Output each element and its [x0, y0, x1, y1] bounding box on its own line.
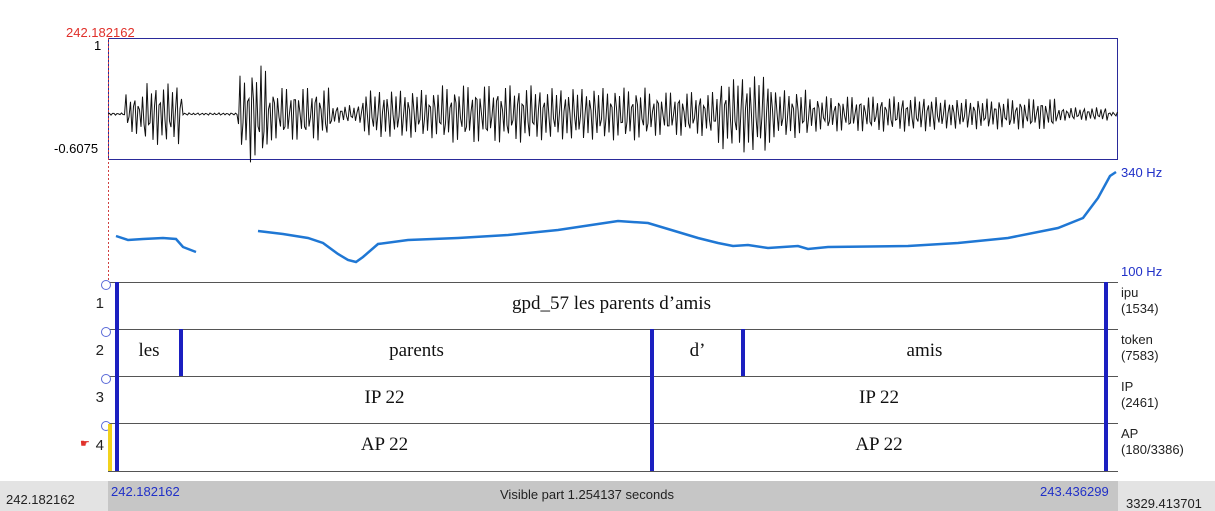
interval-boundary[interactable] — [115, 282, 119, 471]
tier-2-name: token (7583) — [1121, 332, 1159, 363]
selected-tier-marker — [108, 424, 112, 471]
visible-start-time: 242.182162 — [111, 484, 180, 499]
tier-divider — [108, 471, 1118, 472]
waveform-max-label: 1 — [94, 38, 102, 53]
pointing-hand-icon: ☛ — [80, 438, 90, 450]
token-interval-parents[interactable]: parents — [389, 340, 444, 361]
interval-boundary[interactable] — [1104, 282, 1108, 471]
ap-interval-1[interactable]: AP 22 — [360, 434, 409, 455]
tier-divider — [108, 376, 1118, 377]
tier-divider — [108, 329, 1118, 330]
tier-3-name: IP (2461) — [1121, 379, 1159, 410]
interval-boundary[interactable] — [650, 329, 654, 471]
ip-interval-1[interactable]: IP 22 — [364, 387, 405, 408]
total-end-time[interactable]: 3329.413701 — [1126, 496, 1202, 511]
pitch-contour-2 — [257, 170, 1117, 264]
waveform-min-label: -0.6075 — [54, 141, 99, 156]
tier-4-name: AP (180/3386) — [1121, 426, 1184, 457]
visible-end-time: 243.436299 — [1040, 484, 1109, 499]
token-interval-amis[interactable]: amis — [906, 340, 943, 361]
tier-divider — [108, 423, 1118, 424]
pitch-max-label: 340 Hz — [1121, 165, 1163, 180]
cursor-time-label: 242.182162 — [66, 25, 135, 40]
waveform — [108, 65, 1118, 163]
tier-3-number[interactable]: 3 — [95, 389, 104, 406]
token-interval-d[interactable]: d’ — [689, 340, 706, 361]
tier-1-name: ipu (1534) — [1121, 285, 1159, 316]
tier-3-handle[interactable] — [101, 374, 111, 384]
visible-part-label[interactable]: Visible part 1.254137 seconds — [500, 487, 674, 502]
tier-divider — [108, 282, 1118, 283]
ip-interval-2[interactable]: IP 22 — [859, 387, 899, 408]
ap-interval-2[interactable]: AP 22 — [855, 434, 903, 455]
total-start-time[interactable]: 242.182162 — [6, 492, 75, 507]
tier-2-handle[interactable] — [101, 327, 111, 337]
left-margin — [0, 0, 108, 511]
tier-4-number[interactable]: 4 — [95, 437, 104, 454]
tier-1-handle[interactable] — [101, 280, 111, 290]
interval-boundary[interactable] — [179, 329, 183, 376]
pitch-min-label: 100 Hz — [1121, 264, 1163, 279]
ipu-interval[interactable]: gpd_57 les parents d’amis — [512, 293, 711, 314]
interval-boundary[interactable] — [741, 329, 745, 376]
token-interval-les[interactable]: les — [138, 340, 160, 361]
textgrid-tiers[interactable] — [108, 282, 1118, 472]
pitch-contour-1 — [115, 234, 197, 254]
tier-2-number[interactable]: 2 — [95, 342, 104, 359]
signal-display[interactable] — [108, 38, 1118, 282]
tier-1-number[interactable]: 1 — [95, 295, 104, 312]
selection-bar — [108, 472, 1118, 481]
visible-part-bar[interactable] — [108, 481, 1118, 511]
right-margin — [1118, 0, 1215, 511]
